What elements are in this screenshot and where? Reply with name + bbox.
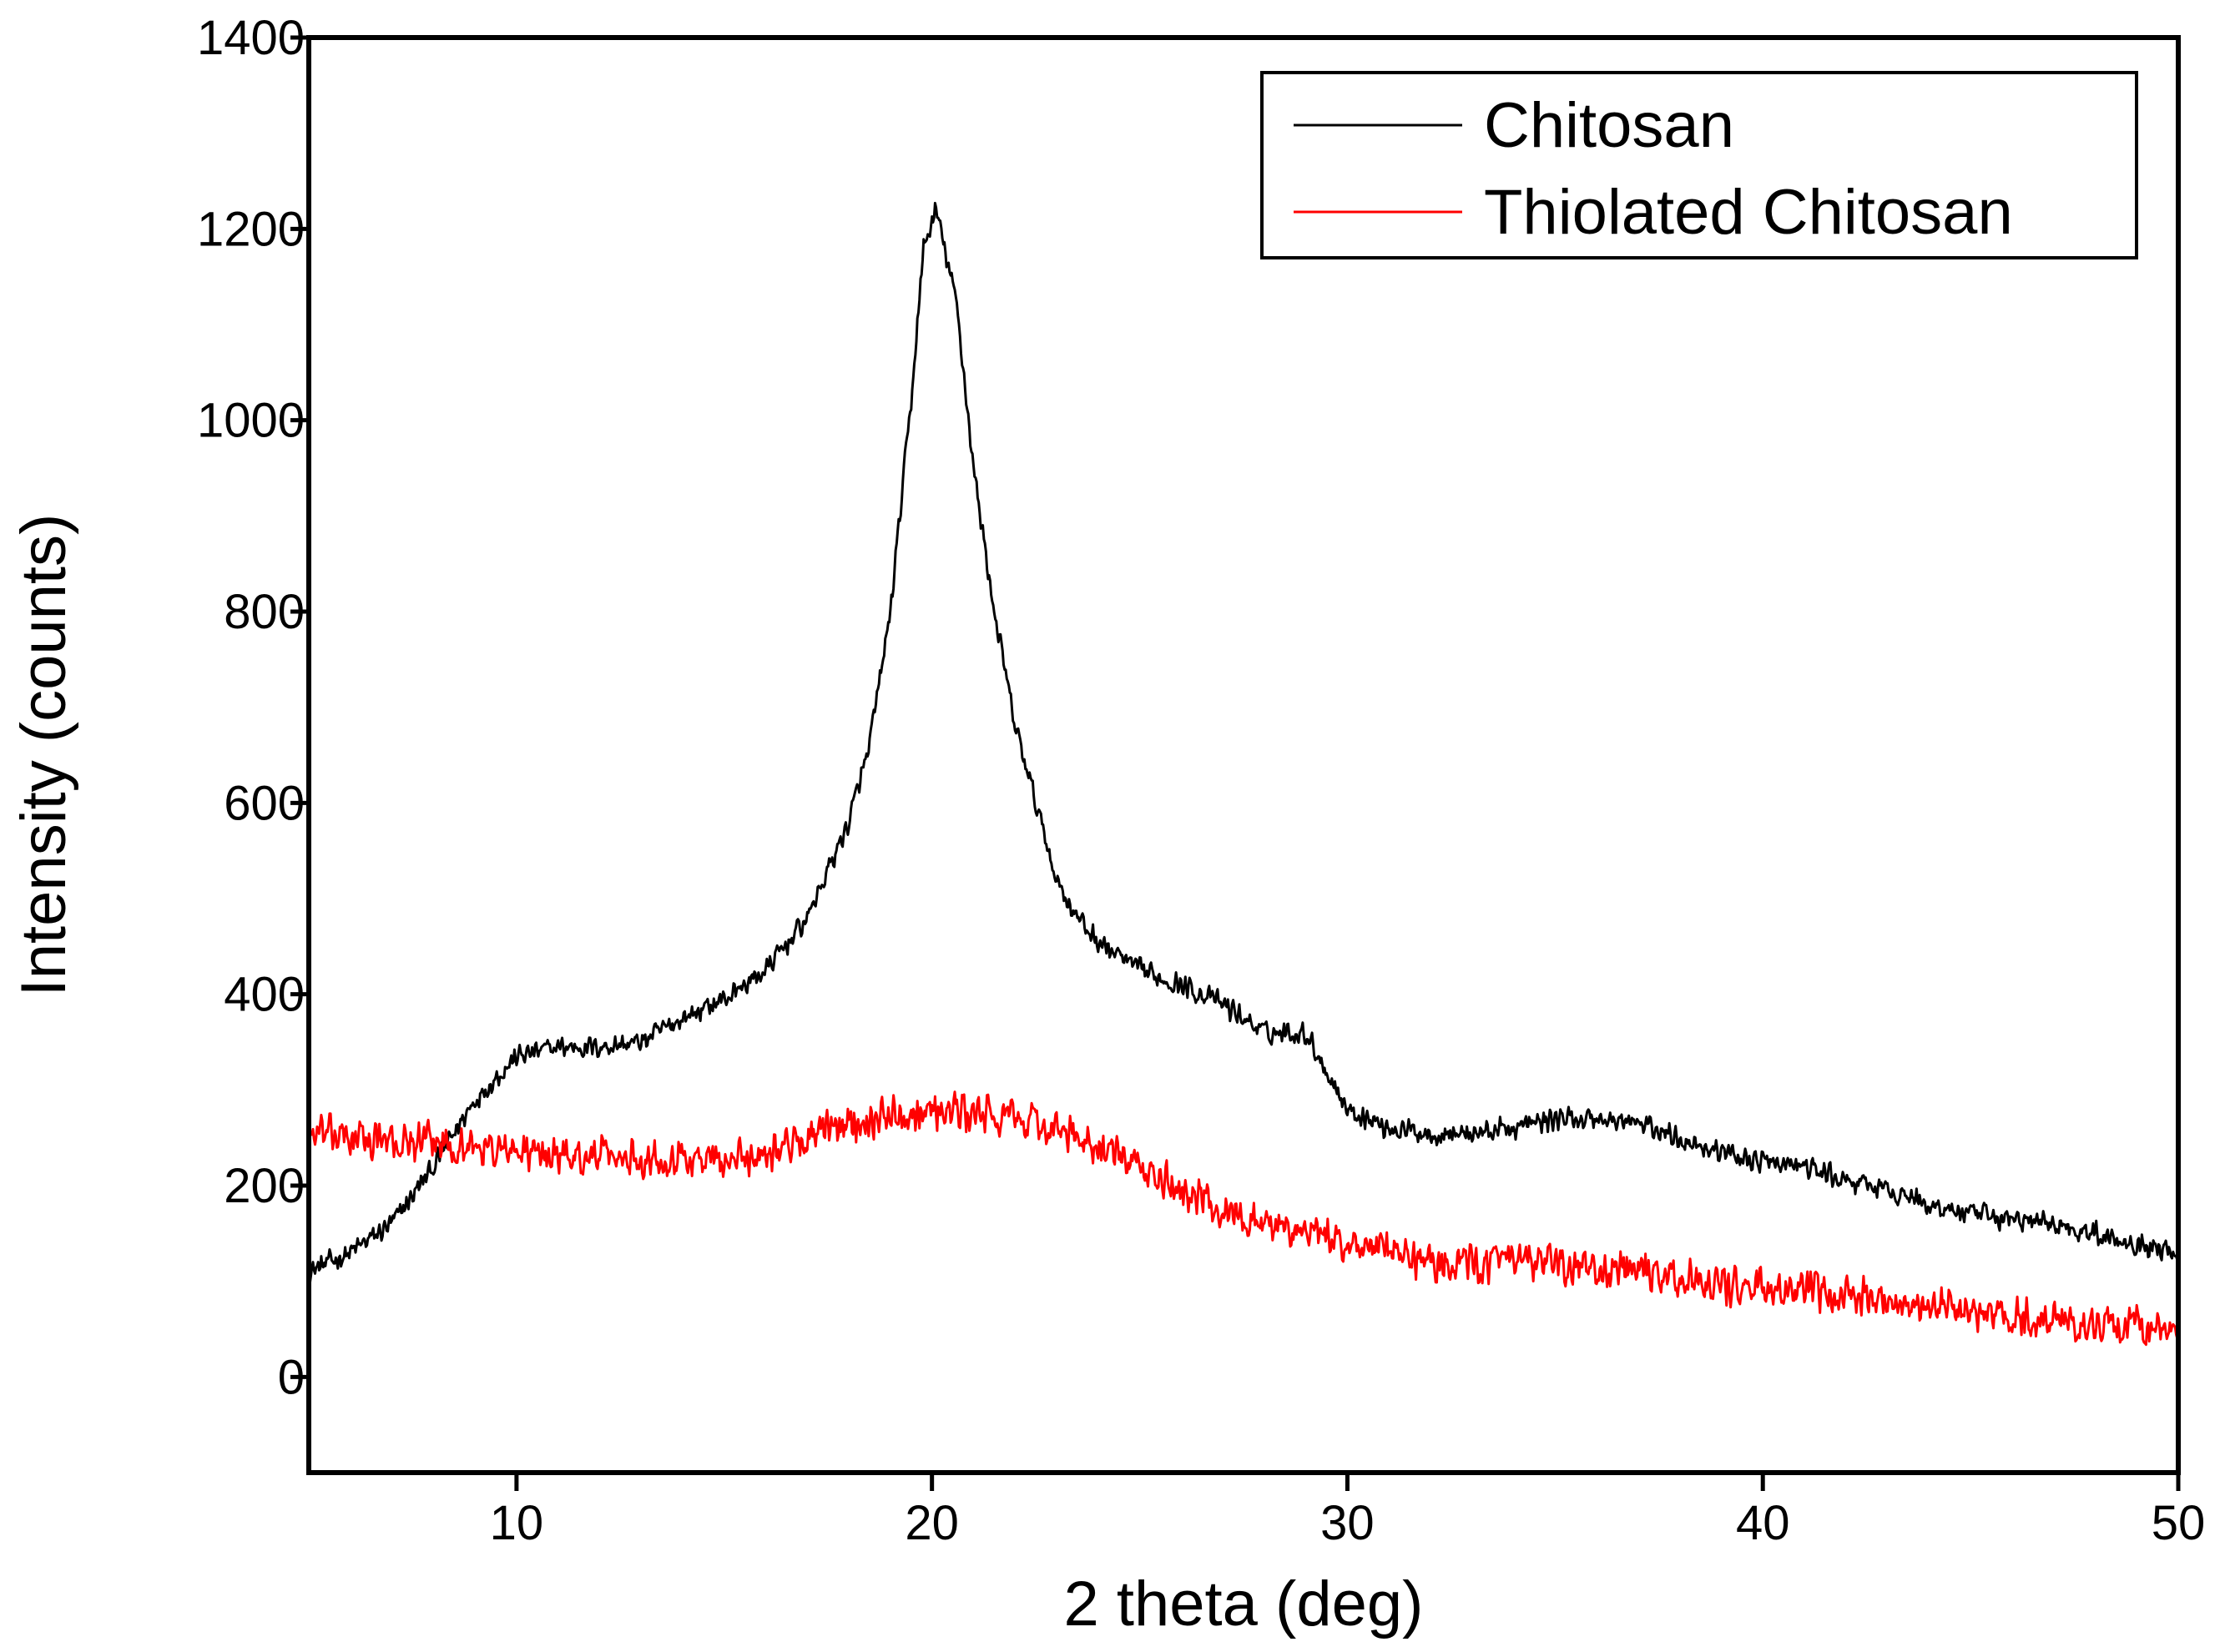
legend: Chitosan Thiolated Chitosan <box>1260 71 2138 259</box>
y-tick-label: 1000 <box>197 394 305 448</box>
x-tick-label: 30 <box>1320 1496 1375 1550</box>
y-axis-title: Intensity (counts) <box>8 514 79 997</box>
x-axis: 10 20 30 40 50 <box>490 1473 2206 1550</box>
series-line-chitosan <box>307 201 2180 1286</box>
x-tick-label: 20 <box>905 1496 959 1550</box>
y-axis: 0 200 400 600 800 1000 1200 1400 <box>197 11 309 1404</box>
y-tick-label: 1200 <box>197 202 305 256</box>
y-tick-label: 1400 <box>197 11 305 65</box>
series-line-thiolated-chitosan <box>308 1090 2180 1347</box>
x-tick-label: 40 <box>1736 1496 1790 1550</box>
legend-box <box>1260 71 2138 259</box>
y-tick-label: 600 <box>224 776 305 830</box>
series-group <box>307 201 2180 1347</box>
x-axis-title: 2 theta (deg) <box>1064 1569 1424 1639</box>
y-tick-label: 800 <box>224 585 305 639</box>
y-tick-label: 0 <box>278 1350 305 1404</box>
legend-label-thiolated-chitosan: Thiolated Chitosan <box>1484 177 2013 248</box>
plot-area <box>306 35 2181 1475</box>
x-tick-label: 50 <box>2152 1496 2206 1550</box>
x-tick-label: 10 <box>490 1496 544 1550</box>
legend-label-chitosan: Chitosan <box>1484 90 1734 161</box>
plot-frame <box>306 35 2181 1475</box>
y-tick-label: 200 <box>224 1159 305 1213</box>
y-tick-label: 400 <box>224 968 305 1022</box>
